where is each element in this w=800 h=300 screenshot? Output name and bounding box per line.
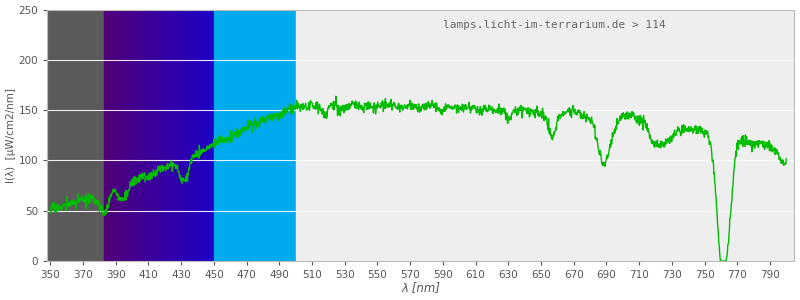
Bar	[172, 10, 174, 261]
Bar	[179, 10, 181, 261]
Bar	[126, 10, 128, 261]
Bar	[135, 10, 138, 261]
Bar	[209, 10, 210, 261]
Bar	[142, 10, 145, 261]
Bar	[178, 10, 179, 261]
Bar	[214, 10, 296, 261]
Bar	[165, 10, 166, 261]
Bar	[121, 10, 122, 261]
Bar	[162, 10, 165, 261]
Bar	[115, 10, 117, 261]
Text: lamps.licht-im-terrarium.de > 114: lamps.licht-im-terrarium.de > 114	[443, 20, 666, 30]
Bar	[139, 10, 141, 261]
Bar	[104, 10, 106, 261]
Bar	[117, 10, 119, 261]
Bar	[166, 10, 168, 261]
Bar	[110, 10, 112, 261]
Bar	[138, 10, 139, 261]
Bar	[186, 10, 188, 261]
Bar	[130, 10, 132, 261]
Bar	[188, 10, 190, 261]
Bar	[134, 10, 135, 261]
Bar	[146, 10, 148, 261]
Bar	[152, 10, 154, 261]
Y-axis label: I(λ)  [μW/cm2/nm]: I(λ) [μW/cm2/nm]	[6, 88, 15, 183]
Bar	[199, 10, 201, 261]
Bar	[161, 10, 162, 261]
Bar	[132, 10, 134, 261]
Bar	[296, 10, 794, 261]
Bar	[175, 10, 178, 261]
X-axis label: λ [nm]: λ [nm]	[402, 281, 440, 294]
Bar	[206, 10, 209, 261]
Bar	[196, 10, 198, 261]
Bar	[198, 10, 199, 261]
Bar	[108, 10, 110, 261]
Bar	[210, 10, 212, 261]
Bar	[154, 10, 155, 261]
Bar	[212, 10, 214, 261]
Bar	[141, 10, 142, 261]
Bar	[112, 10, 114, 261]
Bar	[159, 10, 161, 261]
Bar	[114, 10, 115, 261]
Bar	[150, 10, 152, 261]
Bar	[155, 10, 158, 261]
Bar	[119, 10, 121, 261]
Bar	[203, 10, 205, 261]
Bar	[181, 10, 183, 261]
Bar	[205, 10, 206, 261]
Bar	[128, 10, 130, 261]
Bar	[194, 10, 196, 261]
Bar	[106, 10, 108, 261]
Bar	[192, 10, 194, 261]
Bar	[174, 10, 175, 261]
Bar	[122, 10, 125, 261]
Bar	[125, 10, 126, 261]
Bar	[183, 10, 185, 261]
Bar	[158, 10, 159, 261]
Bar	[185, 10, 186, 261]
Bar	[168, 10, 170, 261]
Bar	[190, 10, 192, 261]
Bar	[148, 10, 150, 261]
Bar	[145, 10, 146, 261]
Bar	[201, 10, 203, 261]
Bar	[170, 10, 172, 261]
Bar	[47, 10, 104, 261]
